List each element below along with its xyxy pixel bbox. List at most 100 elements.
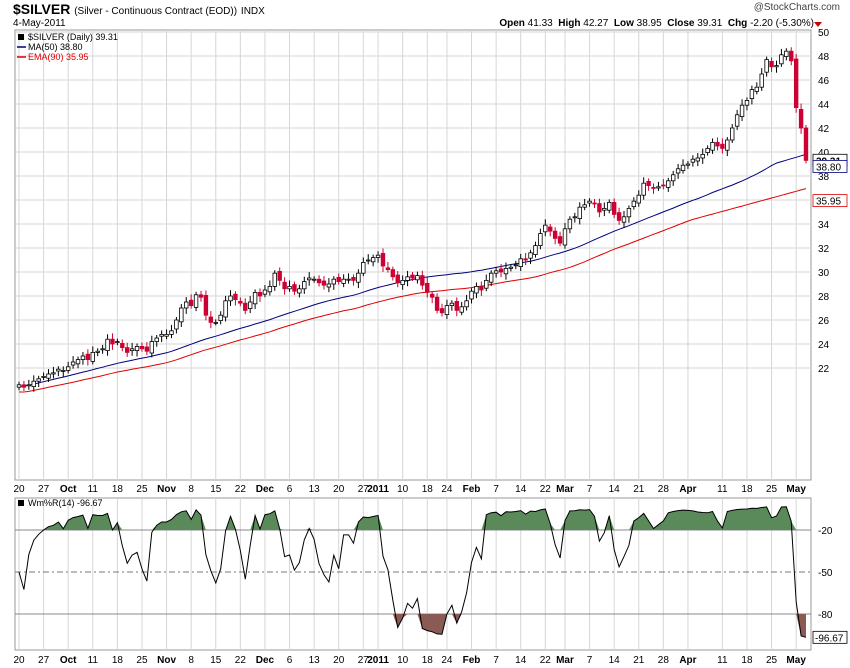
price-tick-label: 44 bbox=[818, 100, 830, 111]
x-tick-label: 11 bbox=[717, 484, 728, 495]
candle-down bbox=[351, 276, 356, 281]
candle-up bbox=[272, 272, 277, 287]
candle-down bbox=[552, 230, 558, 239]
candle-down bbox=[479, 285, 484, 291]
open-value: 41.33 bbox=[527, 18, 553, 29]
open-label: Open bbox=[499, 18, 525, 29]
candle-up bbox=[223, 300, 228, 318]
x-tick-label: 27 bbox=[38, 484, 50, 495]
candle-down bbox=[198, 294, 204, 298]
candle-up bbox=[100, 348, 105, 351]
candle-up bbox=[267, 285, 273, 293]
candle-up bbox=[129, 348, 135, 351]
x-tick-label: 25 bbox=[766, 484, 778, 495]
stockcharts-watermark: @StockCharts.com bbox=[753, 2, 840, 13]
price-panel-frame bbox=[14, 29, 812, 481]
candle-up bbox=[302, 281, 307, 290]
candle-up bbox=[218, 314, 223, 322]
x-tick-label: 11 bbox=[717, 655, 728, 666]
x-tick-label: 7 bbox=[587, 655, 593, 666]
price-tick-label: 42 bbox=[818, 124, 830, 135]
candle-up bbox=[26, 384, 32, 387]
x-tick-label: 18 bbox=[422, 655, 434, 666]
price-tick-label: 26 bbox=[818, 316, 830, 327]
x-tick-label: 8 bbox=[188, 484, 194, 495]
price-tick-label: 38 bbox=[818, 172, 830, 183]
candle-up bbox=[656, 186, 661, 189]
x-tick-label: Nov bbox=[157, 655, 176, 666]
candle-up bbox=[562, 228, 568, 246]
candle-down bbox=[203, 294, 209, 316]
candle-up bbox=[61, 369, 66, 372]
candle-up bbox=[154, 337, 159, 342]
candle-down bbox=[243, 302, 248, 311]
x-tick-label: 20 bbox=[333, 655, 345, 666]
candle-down bbox=[277, 270, 282, 281]
candle-up bbox=[326, 283, 332, 288]
wr-last-label-box bbox=[812, 630, 848, 644]
candle-down bbox=[793, 58, 799, 108]
x-tick-label: Mar bbox=[556, 655, 574, 666]
candle-down bbox=[769, 61, 774, 68]
legend-ma: MA(50) 38.80 bbox=[28, 42, 83, 52]
candle-up bbox=[262, 289, 268, 295]
candle-up bbox=[513, 264, 518, 267]
symbol-description: (Silver - Continuous Contract (EOD)) bbox=[74, 6, 238, 17]
candle-up bbox=[95, 350, 100, 353]
candle-up bbox=[56, 368, 61, 372]
down-arrow-icon bbox=[814, 22, 822, 27]
candle-down bbox=[257, 291, 263, 297]
candle-down bbox=[21, 384, 27, 388]
x-tick-label: Dec bbox=[256, 655, 275, 666]
candle-up bbox=[361, 261, 366, 274]
x-tick-label: 7 bbox=[493, 655, 499, 666]
candle-up bbox=[375, 254, 381, 258]
candle-up bbox=[582, 204, 587, 208]
x-tick-label: 14 bbox=[609, 655, 621, 666]
candle-up bbox=[46, 373, 51, 379]
price-label-ema: 35.95 bbox=[812, 194, 848, 208]
x-tick-label: 14 bbox=[609, 484, 621, 495]
candle-up bbox=[356, 272, 361, 283]
candle-up bbox=[636, 194, 641, 204]
candle-down bbox=[611, 201, 617, 215]
x-tick-label: 2011 bbox=[367, 484, 389, 495]
candle-up bbox=[567, 218, 573, 230]
x-tick-label: 10 bbox=[397, 484, 409, 495]
x-tick-label: 6 bbox=[287, 484, 293, 495]
price-panel: 5048464442403836343230282624222027Oct111… bbox=[13, 28, 848, 495]
candle-up bbox=[518, 258, 523, 267]
price-label-ma: 38.80 bbox=[812, 159, 848, 173]
x-tick-label: Feb bbox=[463, 655, 481, 666]
candle-up bbox=[641, 182, 646, 196]
candle-up bbox=[65, 366, 71, 371]
candle-down bbox=[238, 300, 243, 304]
candle-up bbox=[213, 321, 218, 324]
candle-up bbox=[228, 295, 233, 302]
high-label: High bbox=[558, 18, 581, 29]
candle-down bbox=[390, 269, 396, 278]
candle-up bbox=[621, 216, 627, 223]
price-tick-label: 24 bbox=[818, 340, 830, 351]
legend-wr: Wm%R(14) -96.67 bbox=[28, 498, 103, 508]
candle-up bbox=[725, 139, 730, 151]
ema90-line bbox=[19, 188, 807, 393]
candle-up bbox=[607, 201, 612, 211]
x-tick-label: Oct bbox=[60, 655, 77, 666]
candle-up bbox=[503, 267, 509, 275]
candle-up bbox=[680, 164, 686, 171]
x-tick-label: 22 bbox=[540, 484, 552, 495]
price-label-text: 35.95 bbox=[816, 197, 841, 208]
candle-up bbox=[16, 384, 22, 388]
price-tick-label: 22 bbox=[818, 364, 830, 375]
candle-down bbox=[208, 316, 214, 323]
candle-up bbox=[538, 233, 543, 247]
candle-up bbox=[710, 141, 715, 151]
candle-up bbox=[449, 302, 455, 307]
candle-down bbox=[789, 50, 794, 62]
candle-down bbox=[592, 202, 597, 205]
candle-up bbox=[730, 127, 735, 141]
legend-ema: EMA(90) 35.95 bbox=[28, 52, 89, 62]
price-tick-label: 28 bbox=[818, 292, 830, 303]
